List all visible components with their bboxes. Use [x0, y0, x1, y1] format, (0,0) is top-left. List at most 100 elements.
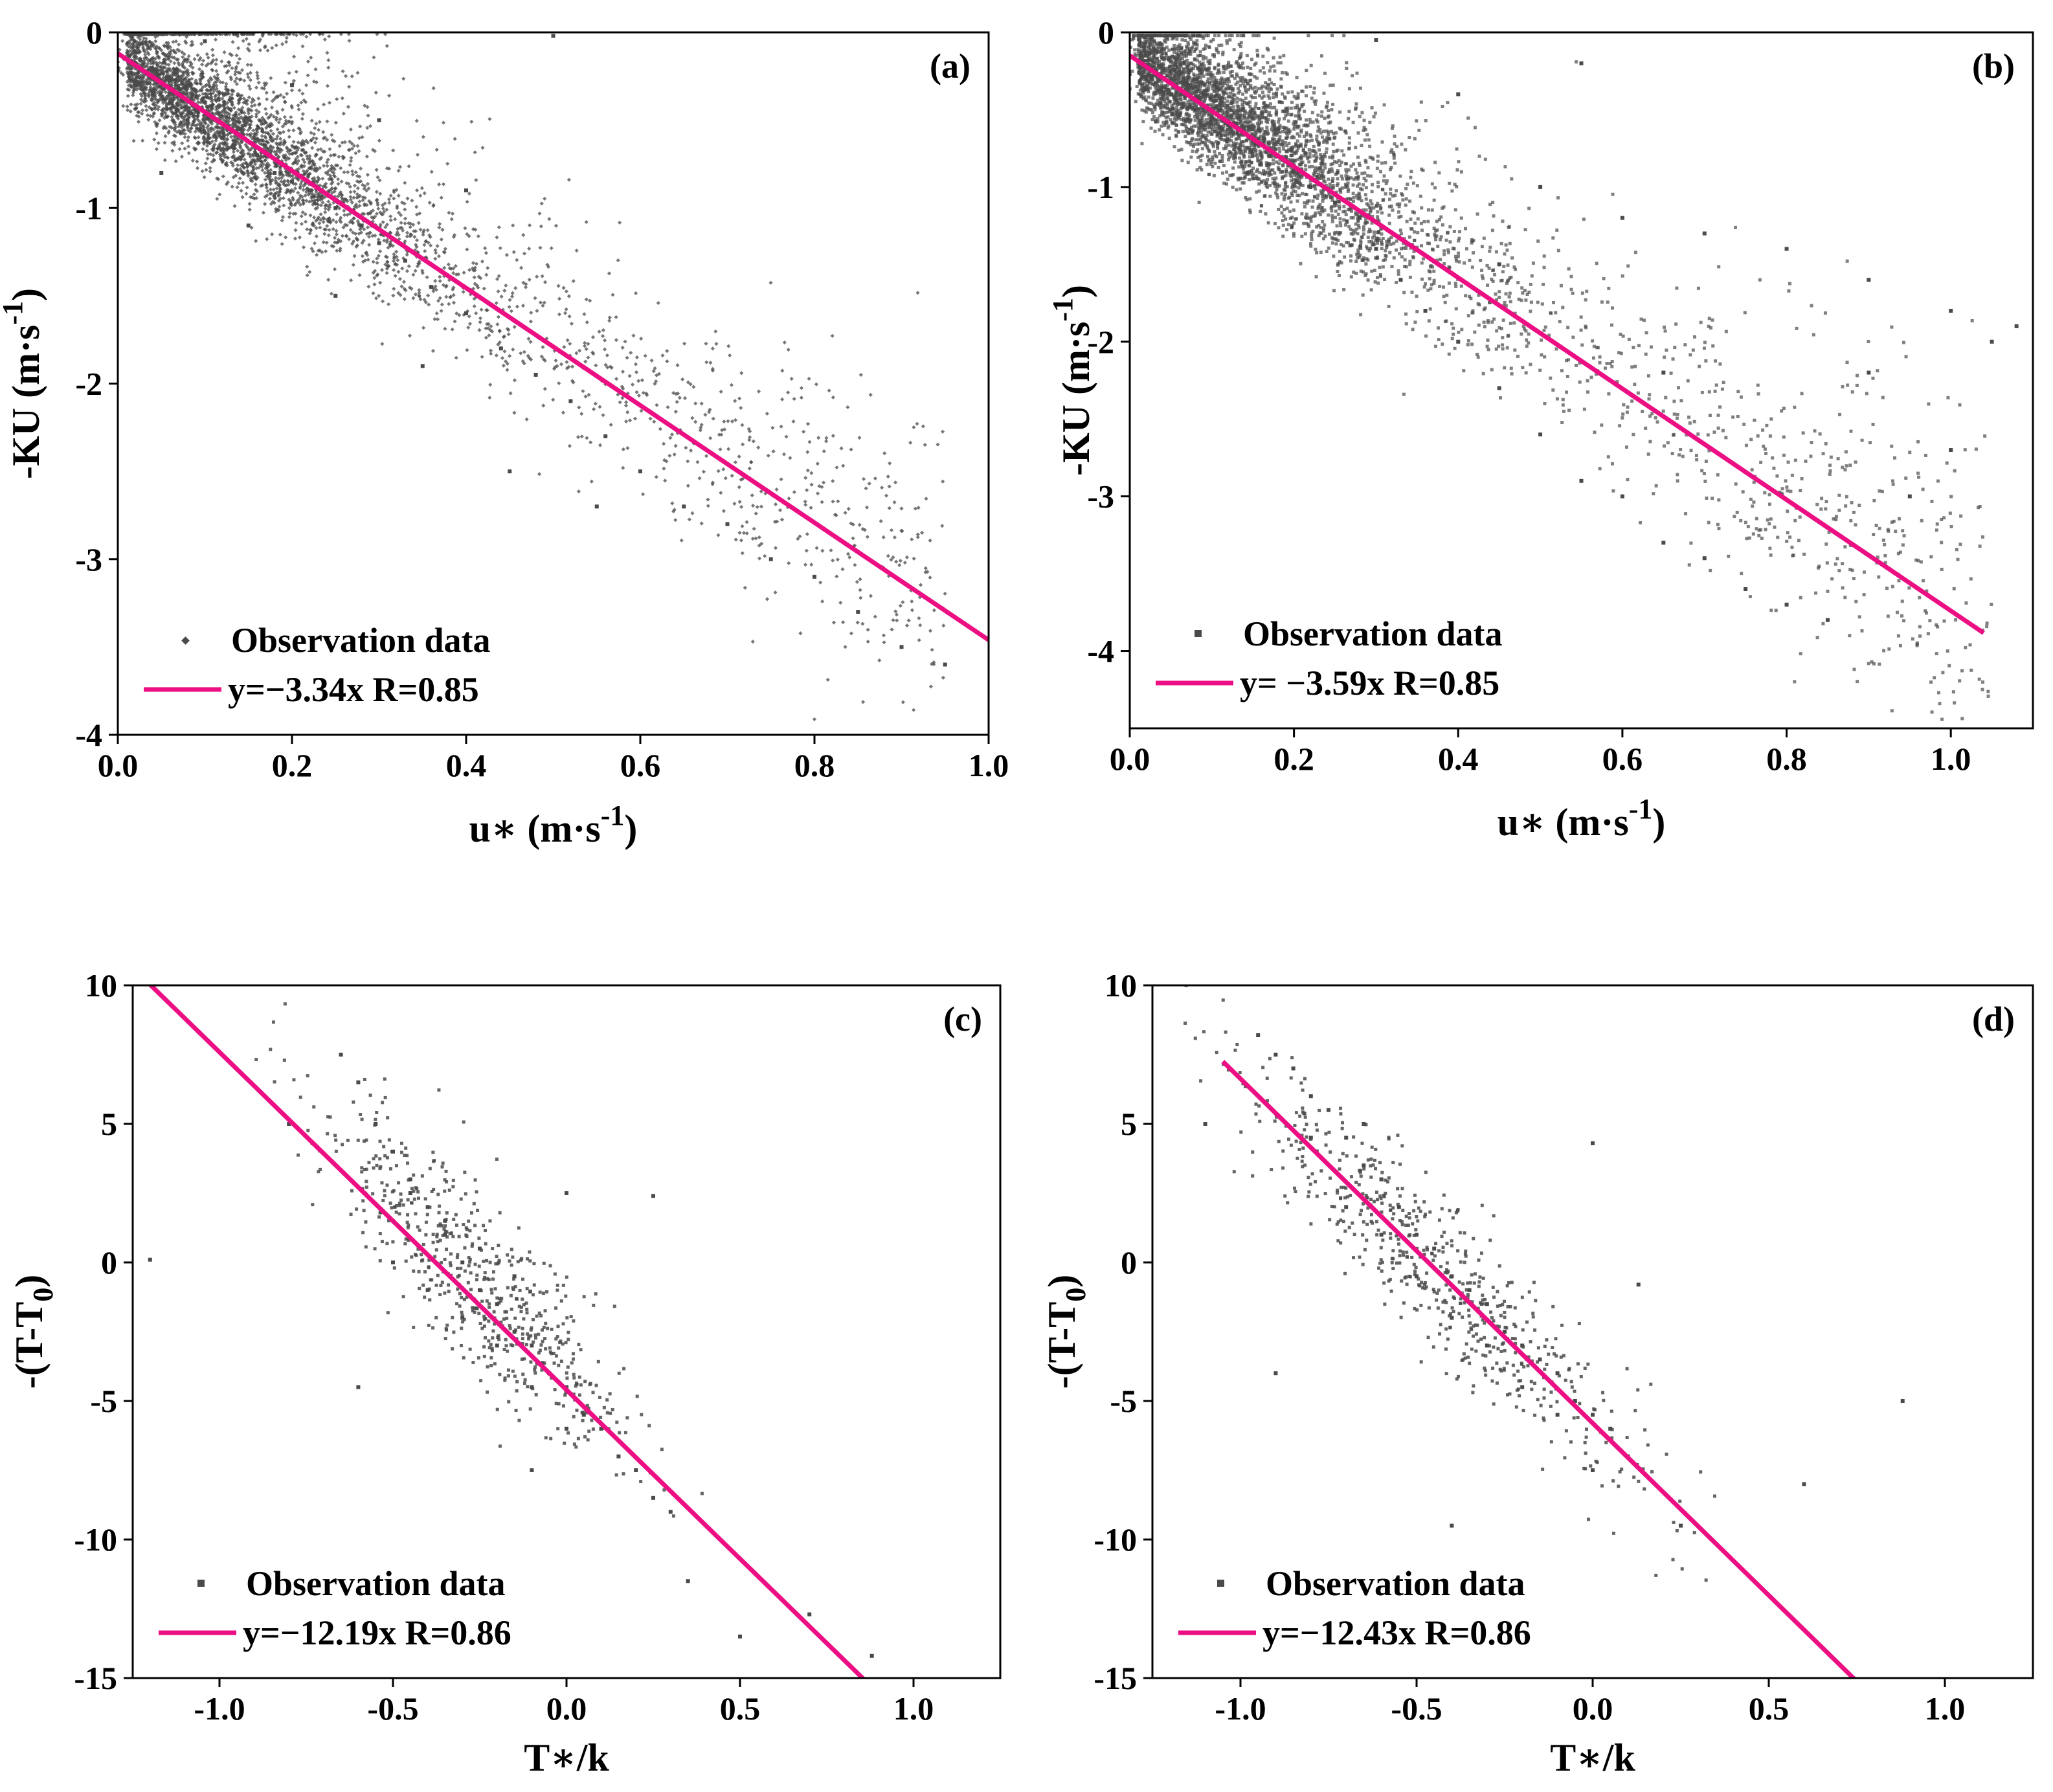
scatter-point — [616, 1454, 621, 1459]
scatter-point — [686, 1579, 690, 1584]
scatter-point — [1344, 1205, 1349, 1209]
legend-fit: y=−3.34x R=0.85 — [228, 670, 479, 709]
scatter-point — [1825, 618, 1830, 622]
legend-observation: Observation data — [1266, 1564, 1525, 1603]
scatter-point — [1362, 1122, 1366, 1126]
x-tick-label: 0.8 — [1766, 741, 1807, 777]
scatter-point — [813, 574, 816, 579]
scatter-point — [1415, 1274, 1419, 1279]
legend-observation: Observation data — [231, 621, 491, 660]
y-axis-title: -(T-T0) — [1040, 1275, 1092, 1389]
scatter-point — [1520, 1343, 1525, 1348]
scatter-point — [1591, 1413, 1595, 1417]
plot-frame — [1128, 31, 2034, 730]
scatter-point — [1503, 1330, 1507, 1334]
scatter-point — [168, 100, 172, 105]
scatter-point — [495, 1343, 499, 1348]
scatter-point — [1291, 1066, 1296, 1071]
scatter-point — [943, 662, 947, 667]
scatter-cloud — [254, 1002, 704, 1518]
scatter-point — [150, 91, 155, 96]
scatter-point — [1193, 107, 1198, 112]
scatter-point — [391, 1260, 395, 1264]
scatter-point — [287, 1122, 291, 1126]
scatter-point — [273, 171, 277, 175]
scatter-point — [246, 223, 251, 228]
scatter-point — [464, 188, 468, 193]
y-tick-label: -1 — [75, 190, 102, 226]
scatter-point — [1900, 1399, 1905, 1403]
x-tick-label: 0.5 — [720, 1690, 761, 1727]
panel-label: (c) — [943, 1000, 982, 1038]
scatter-point — [1398, 278, 1403, 282]
fit-line — [1130, 53, 1985, 635]
scatter-point — [1538, 185, 1543, 189]
panel-2: -1.0 -0.5 0.0 0.5 1.0 10 5 0 -5 -10 -15 (c) Observat… — [8, 967, 1002, 1779]
scatter-point — [1362, 1163, 1366, 1168]
y-tick-label: -1 — [1087, 169, 1114, 205]
scatter-point — [238, 127, 242, 131]
scatter-point — [1538, 432, 1543, 437]
scatter-point — [290, 179, 294, 184]
x-tick-label: -1.0 — [1215, 1690, 1266, 1727]
scatter-point — [307, 188, 311, 193]
scatter-point — [1467, 1288, 1472, 1292]
y-tick-label: -2 — [75, 366, 102, 402]
legend-marker — [197, 1580, 205, 1587]
scatter-point — [359, 223, 364, 228]
scatter-point — [356, 1080, 361, 1084]
x-axis-title: u∗ (m·s-1) — [469, 800, 638, 850]
scatter-point — [682, 504, 686, 509]
scatter-point — [638, 469, 642, 474]
scatter-point — [1555, 1413, 1560, 1417]
fit-line — [118, 51, 989, 642]
scatter-point — [603, 434, 608, 438]
scatter-point — [1226, 123, 1231, 128]
scatter-point — [1273, 1371, 1278, 1376]
y-tick-label: -3 — [1087, 478, 1114, 515]
scatter-point — [1591, 1141, 1595, 1145]
scatter-point — [1358, 216, 1362, 220]
y-tick-label: -5 — [90, 1383, 117, 1419]
scatter-point — [512, 1274, 517, 1279]
scatter-point — [1374, 247, 1378, 251]
scatter-point — [1308, 1094, 1313, 1099]
scatter-point — [581, 1413, 586, 1417]
legend-fit: y=−12.19x R=0.86 — [243, 1613, 511, 1652]
scatter-point — [1591, 1468, 1595, 1472]
x-tick-label: 0.0 — [98, 747, 139, 783]
scatter-point — [333, 206, 338, 210]
scatter-point — [1784, 247, 1789, 251]
scatter-point — [425, 1288, 430, 1292]
scatter-point — [594, 504, 599, 509]
scatter-point — [1423, 309, 1428, 313]
scatter-point — [1333, 200, 1338, 205]
y-tick-label: -15 — [1094, 1660, 1137, 1696]
scatter-point — [1867, 370, 1871, 375]
scatter-point — [1520, 1385, 1525, 1389]
x-axis-title: T∗/k — [1550, 1736, 1635, 1779]
scatter-point — [1744, 587, 1748, 591]
scatter-point — [1802, 1482, 1806, 1486]
scatter-point — [1485, 1343, 1489, 1348]
scatter-point — [1327, 1108, 1330, 1112]
fit-line — [148, 985, 866, 1678]
scatter-point — [429, 285, 434, 289]
scatter-point — [1308, 1136, 1313, 1140]
scatter-point — [1661, 541, 1666, 545]
scatter-point — [133, 83, 137, 87]
y-tick-label: -5 — [1110, 1383, 1137, 1419]
scatter-point — [530, 1385, 534, 1389]
scatter-point — [856, 610, 860, 614]
scatter-point — [1907, 494, 1912, 498]
x-tick-label: 0.4 — [446, 747, 487, 783]
scatter-point — [1573, 1399, 1577, 1403]
scatter-point — [551, 34, 555, 38]
scatter-point — [377, 241, 381, 245]
x-tick-label: 0.0 — [546, 1690, 587, 1727]
scatter-point — [565, 1426, 568, 1431]
y-axis-title: -KU (m·s-1) — [0, 288, 47, 479]
scatter-point — [1949, 448, 1953, 452]
scatter-point — [464, 311, 468, 315]
scatter-point — [1209, 115, 1214, 120]
